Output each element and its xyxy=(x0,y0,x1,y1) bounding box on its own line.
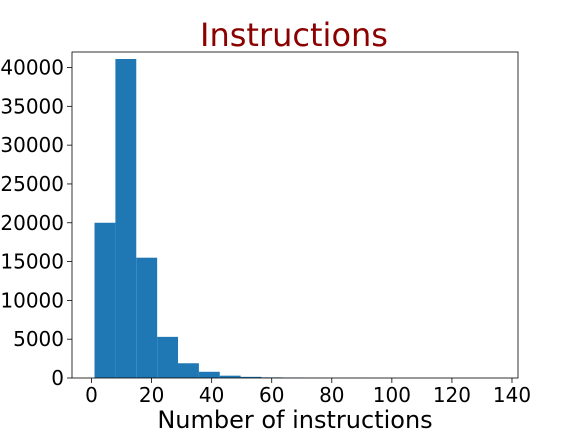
plot-frame xyxy=(71,51,519,379)
histogram-bar xyxy=(136,257,158,378)
histogram-bar xyxy=(94,222,116,378)
bars-group xyxy=(94,58,512,378)
y-tick-label: 40000 xyxy=(0,56,64,80)
y-tick-label: 25000 xyxy=(0,172,64,196)
x-tick-label: 100 xyxy=(373,383,411,407)
x-tick-label: 40 xyxy=(199,383,224,407)
histogram-bar xyxy=(115,58,137,378)
y-tick-label: 35000 xyxy=(0,94,64,118)
histogram-bar xyxy=(240,376,262,378)
y-axis: 0 5000 10000 15000 20000 25000 30000 35000 40000 xyxy=(0,56,72,390)
y-tick-label: 5000 xyxy=(13,327,64,351)
y-tick-label: 30000 xyxy=(0,133,64,157)
chart-title: Instructions xyxy=(200,16,388,54)
x-tick-label: 60 xyxy=(259,383,284,407)
histogram-bar xyxy=(157,336,179,378)
x-tick-label: 80 xyxy=(319,383,344,407)
x-tick-label: 120 xyxy=(433,383,471,407)
x-tick-label: 140 xyxy=(493,383,531,407)
histogram-bar xyxy=(219,375,241,378)
histogram-bar xyxy=(198,371,220,378)
y-tick-label: 10000 xyxy=(0,288,64,312)
y-tick-label: 20000 xyxy=(0,211,64,235)
histogram-bar xyxy=(178,363,199,378)
x-tick-label: 20 xyxy=(139,383,164,407)
y-tick-label: 0 xyxy=(51,366,64,390)
x-tick-label: 0 xyxy=(85,383,98,407)
x-axis: 0 20 40 60 80 100 120 140 xyxy=(85,378,531,407)
x-axis-label: Number of instructions xyxy=(157,406,432,432)
y-tick-label: 15000 xyxy=(0,250,64,274)
